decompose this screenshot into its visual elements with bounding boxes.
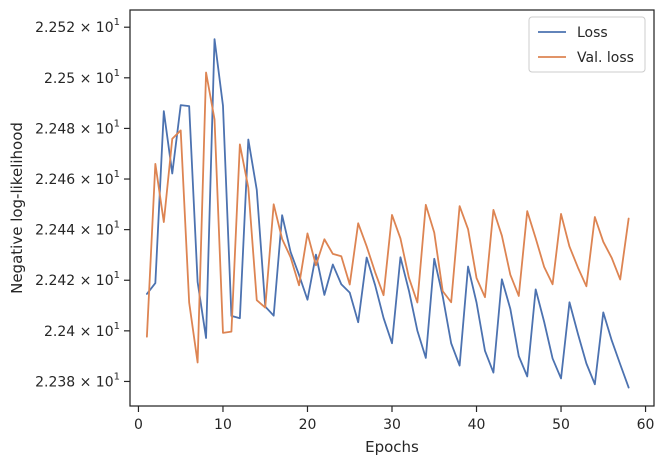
y-tick-label: 2.248 × 101 [35,118,120,137]
y-axis-label: Negative log-likelihood [8,122,26,294]
y-tick-label: 2.242 × 101 [35,270,120,289]
x-axis-ticks: 0 10 20 30 40 50 60 [134,406,654,433]
x-tick-label: 0 [134,417,143,433]
x-axis-label: Epochs [365,438,419,456]
x-tick-label: 10 [214,417,232,433]
x-tick-label: 20 [299,417,317,433]
x-tick-label: 30 [383,417,401,433]
y-tick-label: 2.24 × 101 [44,321,120,340]
y-tick-label: 2.246 × 101 [35,169,120,188]
legend-box [528,16,646,73]
x-tick-label: 50 [552,417,570,433]
y-tick-label: 2.25 × 101 [44,68,120,87]
series-line-loss [145,38,630,389]
legend-label-val-loss: Val. loss [577,50,634,66]
legend-label-loss: Loss [577,25,608,41]
x-tick-label: 40 [468,417,486,433]
series-line-val-loss [145,71,630,364]
y-tick-label: 2.252 × 101 [35,17,120,36]
y-axis-ticks: 2.238 × 101 2.24 × 101 2.242 × 101 2.244 × … [35,17,130,390]
legend: Loss Val. loss [528,16,646,73]
x-tick-label: 60 [637,417,655,433]
y-tick-label: 2.238 × 101 [35,371,120,390]
series-layer [145,38,630,389]
plot-frame [129,9,655,407]
y-tick-label: 2.244 × 101 [35,220,120,239]
